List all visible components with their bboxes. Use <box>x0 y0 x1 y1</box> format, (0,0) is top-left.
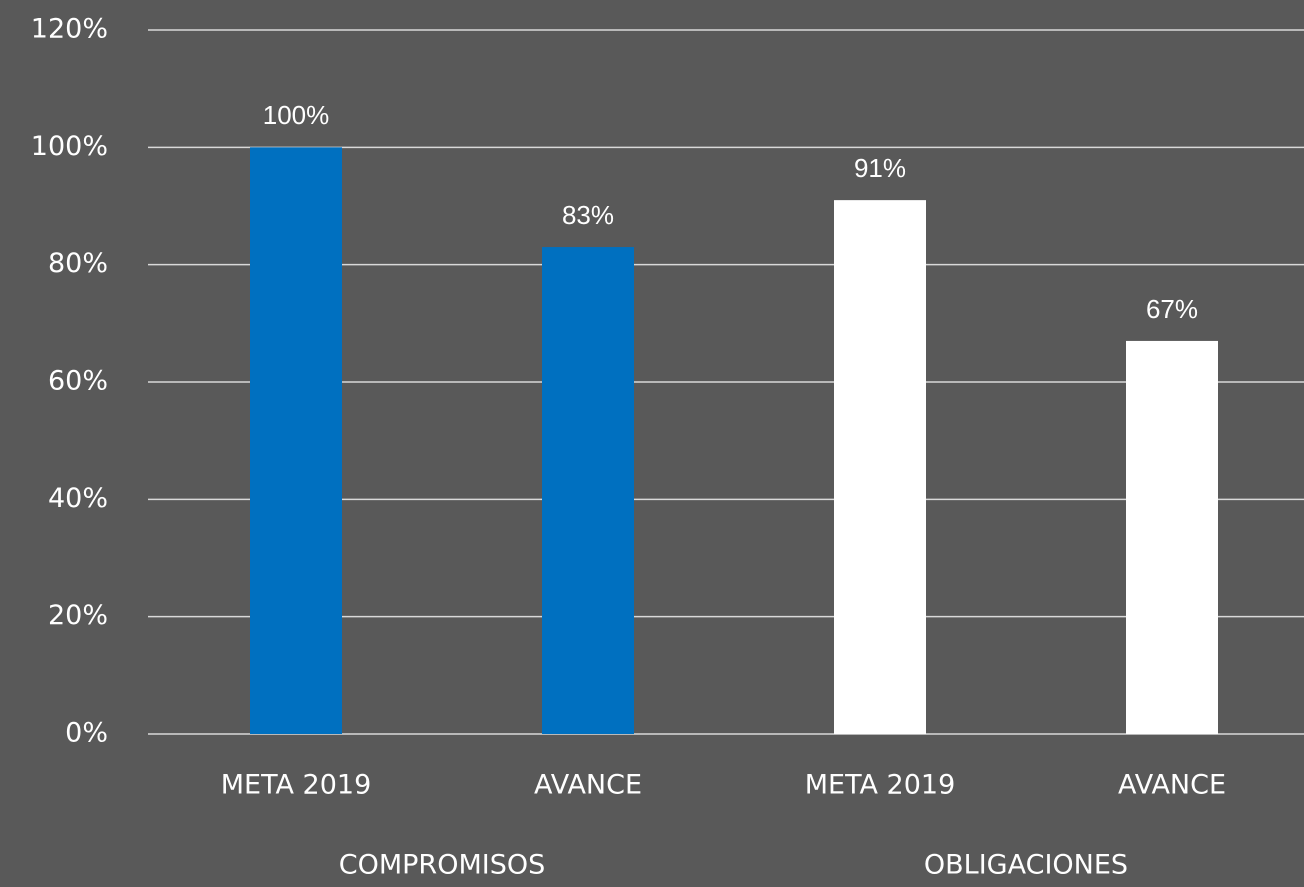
bar <box>1126 340 1218 734</box>
x-tick-label: AVANCE <box>1118 770 1226 801</box>
bar <box>542 247 634 735</box>
x-tick-label: META 2019 <box>221 770 372 801</box>
y-tick-label: 40% <box>48 483 108 514</box>
bar <box>250 147 342 735</box>
data-label: 83% <box>562 200 614 230</box>
x-tick-label: META 2019 <box>805 770 956 801</box>
y-tick-label: 80% <box>48 248 108 279</box>
y-tick-label: 120% <box>31 14 108 45</box>
x-tick-label: AVANCE <box>534 770 642 801</box>
group-label: COMPROMISOS <box>339 850 545 881</box>
data-label: 100% <box>263 100 330 130</box>
bar <box>834 200 926 735</box>
y-tick-label: 100% <box>31 131 108 162</box>
y-tick-label: 0% <box>65 718 108 749</box>
y-tick-label: 20% <box>48 600 108 631</box>
data-label: 67% <box>1146 294 1198 324</box>
group-label: OBLIGACIONES <box>924 850 1128 881</box>
data-label: 91% <box>854 153 906 183</box>
y-tick-label: 60% <box>48 366 108 397</box>
